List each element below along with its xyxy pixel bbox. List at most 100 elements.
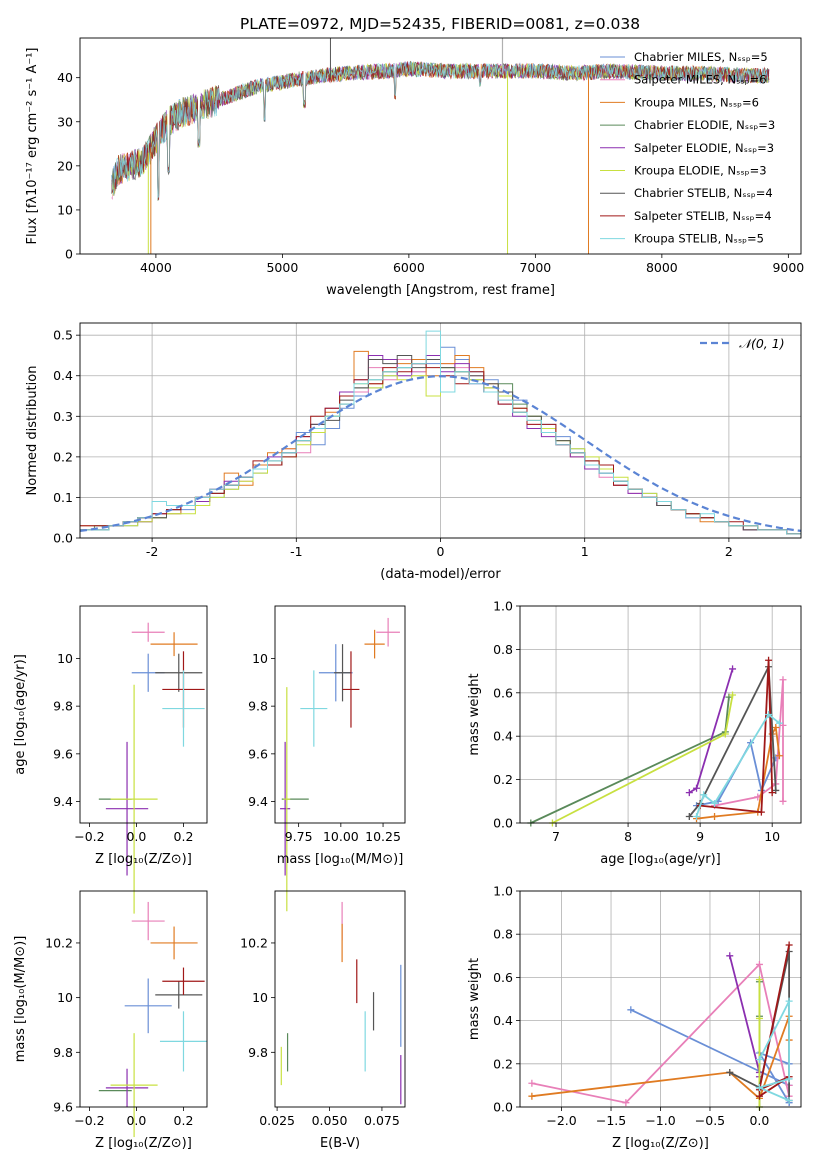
weight-marker — [693, 812, 701, 820]
weight-marker — [785, 941, 793, 949]
data-layer-residuals: 𝒩(0, 1) — [79, 330, 802, 535]
x-tick-label: 0.025 — [259, 1113, 295, 1128]
x-tick-label: 6000 — [393, 260, 425, 275]
weight-marker — [779, 676, 787, 684]
x-tick-label: 9 — [696, 829, 704, 844]
y-tick-label: 9.8 — [53, 699, 73, 714]
x-tick-label: 0 — [437, 544, 445, 559]
errorbar-point — [110, 684, 158, 914]
weight-marker — [765, 711, 773, 718]
y-tick-label: 0.6 — [493, 685, 513, 700]
x-axis-label: Z [log₁₀(Z/Z⊙)] — [612, 1136, 709, 1151]
x-tick-label: 0.0 — [126, 1113, 146, 1128]
weight-marker — [765, 656, 773, 664]
y-tick-label: 0.4 — [493, 1013, 513, 1028]
panel-residuals: 𝒩(0, 1) -2 -1 0 1 2 0.0 0.1 0.2 0.3 0.4 0.5 (data-mo… — [25, 322, 802, 582]
x-tick-label: 9000 — [772, 260, 804, 275]
weight-line — [714, 679, 784, 807]
x-tick-label: −2.0 — [546, 1113, 576, 1128]
y-tick-label: 0.4 — [493, 729, 513, 744]
y-tick-label: 1.0 — [493, 599, 513, 614]
axes-frame-age-weight — [519, 605, 802, 824]
y-tick-label: 10.2 — [45, 935, 73, 950]
y-tick-label: 10 — [57, 651, 73, 666]
errorbar-point — [131, 901, 165, 941]
panel-age-weight: 7 8 9 10 0.0 0.2 0.4 0.6 0.8 1.0 age [log₁₀(age/yr… — [467, 599, 802, 867]
weight-line — [700, 660, 774, 814]
errorbar-point — [131, 622, 165, 642]
weight-marker — [785, 1097, 793, 1105]
legend-entry: Kroupa ELODIE, Nₛₛₚ=3 — [634, 164, 767, 178]
weight-marker — [725, 693, 733, 701]
panel-mass-age: 9.75 10.00 10.25 9.4 9.6 9.8 10 mass [log₁₀(M/M… — [248, 605, 406, 912]
errorbar-point — [342, 651, 360, 728]
y-tick-label: 0.8 — [493, 642, 513, 657]
y-tick-label: 0.4 — [53, 368, 73, 383]
weight-marker — [768, 789, 776, 797]
y-tick-label: 0.6 — [493, 970, 513, 985]
weight-marker — [622, 1099, 630, 1107]
errorbar-point — [150, 926, 198, 960]
legend-entry: Salpeter MILES, Nₛₛₚ=6 — [634, 73, 767, 87]
y-tick-label: 0.2 — [493, 1056, 513, 1071]
x-tick-label: 8 — [624, 829, 632, 844]
y-tick-label: 10.2 — [240, 935, 268, 950]
weight-marker — [726, 952, 734, 960]
data-layer-z-mass — [98, 901, 207, 1138]
panel-z-mass: −0.2 0.0 0.2 9.6 9.8 10 10.2 Z [log₁₀(Z/Z⊙)] mas… — [13, 890, 208, 1151]
x-tick-label: 9.75 — [285, 829, 313, 844]
x-tick-label: 0.0 — [126, 829, 146, 844]
y-tick-label: 9.6 — [53, 1100, 73, 1115]
x-tick-label: 0.2 — [174, 829, 194, 844]
errorbar-point — [150, 632, 198, 657]
figure-title: PLATE=0972, MJD=52435, FIBERID=0081, z=0… — [240, 15, 640, 33]
errorbar-point — [162, 967, 205, 995]
axes-frame-z-mass — [79, 890, 208, 1108]
y-tick-label: 0.8 — [493, 927, 513, 942]
y-tick-label: 0.0 — [493, 1100, 513, 1115]
axes-frame-z-age — [79, 605, 208, 824]
spectrum-legend: Chabrier MILES, Nₛₛₚ=5 Salpeter MILES, Nₛ… — [600, 50, 775, 246]
y-axis-label: mass weight — [467, 673, 482, 755]
x-tick-label: 10.25 — [365, 829, 401, 844]
y-tick-label: 9.4 — [248, 794, 268, 809]
y-tick-label: 0.2 — [53, 449, 73, 464]
weight-marker — [700, 791, 708, 799]
weight-marker — [729, 665, 737, 673]
y-tick-label: 10 — [252, 651, 268, 666]
y-tick-label: 9.6 — [248, 746, 268, 761]
panel-ebv-mass: 0.025 0.050 0.075 9.8 10 10.2 E(B-V) — [240, 890, 406, 1151]
y-tick-label: 30 — [57, 114, 73, 129]
errorbar-point — [283, 687, 291, 912]
legend-entry: Salpeter STELIB, Nₛₛₚ=4 — [634, 209, 772, 223]
weight-marker — [528, 1079, 536, 1087]
y-axis-label: mass weight — [467, 958, 482, 1040]
x-tick-label: 10 — [764, 829, 780, 844]
legend-entry: Kroupa STELIB, Nₛₛₚ=5 — [634, 232, 764, 246]
y-tick-label: 9.6 — [53, 746, 73, 761]
errorbar-point — [364, 629, 385, 659]
x-tick-label: 0.050 — [312, 1113, 348, 1128]
x-axis-label: mass [log₁₀(M/M⊙)] — [277, 852, 404, 867]
y-tick-label: 9.8 — [248, 1045, 268, 1060]
errorbar-point — [280, 741, 291, 876]
weight-marker — [755, 1055, 763, 1063]
y-tick-label: 9.8 — [53, 1045, 73, 1060]
x-tick-label: -2 — [146, 544, 158, 559]
y-tick-label: 0.5 — [53, 328, 73, 343]
legend-entry: Salpeter ELODIE, Nₛₛₚ=3 — [634, 141, 774, 155]
panel-spectrum: Chabrier MILES, Nₛₛₚ=5 Salpeter MILES, Nₛ… — [25, 37, 804, 298]
x-axis-label: E(B-V) — [320, 1136, 360, 1151]
weight-marker — [755, 976, 763, 984]
x-tick-label: −0.2 — [74, 1113, 104, 1128]
errorbar-point — [105, 1068, 149, 1107]
weight-marker — [528, 1092, 536, 1100]
y-tick-label: 40 — [57, 70, 73, 85]
histogram-series — [80, 330, 801, 535]
weight-marker — [755, 1092, 763, 1100]
x-tick-label: 0.0 — [749, 1113, 769, 1128]
x-tick-label: 0.075 — [364, 1113, 400, 1128]
y-tick-label: 0.3 — [53, 409, 73, 424]
errorbar-point — [110, 1033, 158, 1138]
